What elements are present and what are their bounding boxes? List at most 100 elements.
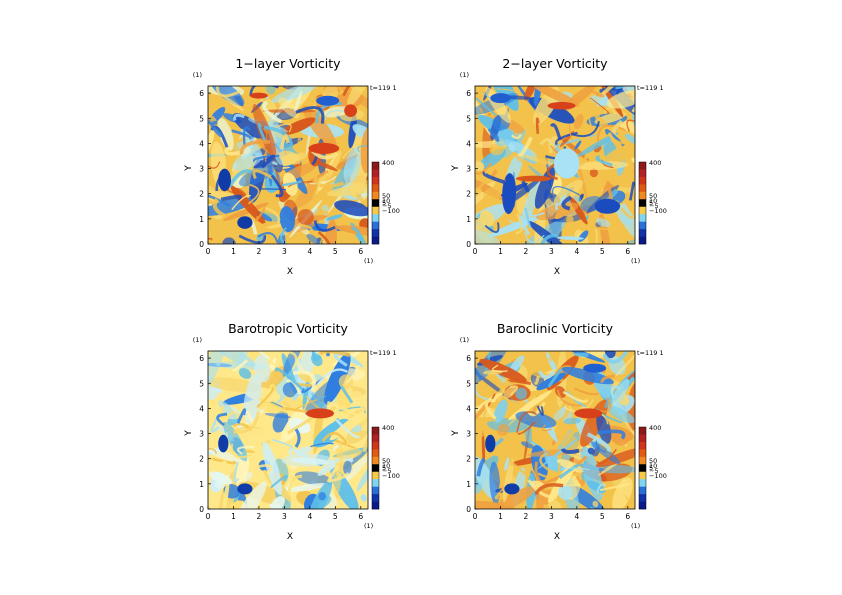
colorbar-segment (639, 169, 646, 178)
vorticity-filament (503, 385, 516, 399)
vorticity-filament (306, 234, 320, 244)
colorbar-segment (639, 221, 646, 230)
colorbar-label: 50 (649, 192, 657, 200)
vorticity-streak (239, 351, 245, 356)
vorticity-streak (247, 183, 260, 205)
colorbar-segment (639, 456, 646, 465)
colorbar-label: 400 (382, 424, 394, 432)
vorticity-streak (535, 117, 540, 134)
vorticity-filament (324, 353, 351, 405)
vorticity-filament (548, 351, 558, 362)
vorticity-streak (287, 416, 315, 435)
vorticity-streak (537, 462, 561, 479)
time-label: t=119 1 (637, 349, 664, 357)
vorticity-streak (600, 86, 615, 96)
vorticity-streak (550, 123, 562, 141)
vorticity-filament (317, 458, 341, 476)
vorticity-filament (210, 86, 245, 106)
vorticity-streak (568, 125, 572, 140)
vorticity-streak (233, 461, 240, 483)
vorticity-streak (270, 174, 284, 198)
colorbar-label: 400 (382, 159, 394, 167)
y-tick-label: 4 (199, 404, 204, 413)
vorticity-streak (590, 89, 605, 98)
colorbar-segment (639, 449, 646, 458)
vorticity-streak (539, 137, 553, 154)
vorticity-streak (479, 107, 483, 113)
vorticity-streak (586, 214, 589, 220)
vorticity-streak (604, 107, 617, 115)
vorticity-filament (592, 500, 599, 508)
vortex (554, 148, 580, 179)
vorticity-filament (624, 133, 635, 144)
vorticity-streak (524, 231, 545, 243)
vorticity-field (208, 86, 368, 244)
colorbar-segment (639, 206, 646, 215)
vorticity-filament (554, 385, 567, 399)
vorticity-field (475, 86, 635, 244)
vorticity-streak (600, 374, 616, 383)
colorbar-segment (639, 229, 646, 237)
vorticity-streak (294, 428, 301, 448)
colorbar-label: 50 (382, 457, 390, 465)
vorticity-streak (547, 368, 563, 388)
colorbar-segment (372, 427, 379, 435)
vorticity-streak (517, 421, 536, 435)
vorticity-streak (329, 472, 350, 483)
colorbar-segment (639, 162, 646, 170)
vorticity-streak (259, 397, 288, 415)
x-tick-label: 2 (524, 247, 529, 256)
vorticity-streak (250, 464, 273, 475)
vorticity-streak (561, 467, 590, 471)
vorticity-streak (362, 437, 368, 453)
vorticity-streak (270, 474, 288, 489)
colorbar-label: −5 (649, 202, 659, 210)
vorticity-streak (208, 161, 221, 169)
vorticity-streak (620, 207, 634, 219)
vorticity-streak (510, 133, 523, 140)
vorticity-streak (475, 97, 497, 116)
y-axis-label: Y (184, 430, 194, 437)
colorbar-segment (372, 191, 379, 200)
vorticity-filament (475, 425, 488, 440)
vorticity-streak (308, 175, 337, 185)
vorticity-streak (538, 370, 556, 380)
x-tick-label: 1 (231, 247, 236, 256)
vorticity-streak (210, 120, 223, 138)
vorticity-streak (281, 179, 303, 187)
x-tick-label: 1 (498, 247, 503, 256)
colorbar-segment (372, 449, 379, 458)
vorticity-filament (595, 446, 635, 468)
colorbar-segment (372, 176, 379, 185)
x-tick-label: 6 (625, 512, 630, 521)
vorticity-streak (509, 460, 530, 477)
vorticity-panel-4: Baroclinic Vorticity 0 1 2 3 4 5 6 0 1 2 3 4 5 6 X Y (1) (… (451, 321, 667, 542)
vorticity-streak (482, 170, 508, 185)
vorticity-streak (586, 432, 611, 453)
vorticity-streak (281, 406, 312, 414)
x-tick-label: 3 (549, 247, 554, 256)
colorbar-segment (372, 199, 379, 208)
vorticity-streak (524, 207, 532, 229)
vorticity-filament (335, 225, 368, 237)
colorbar-label: 5 (649, 199, 653, 207)
colorbar-frame (638, 161, 647, 245)
vorticity-streak (216, 412, 228, 427)
colorbar-segment (639, 464, 646, 473)
vorticity-filament (573, 161, 629, 171)
vorticity-streak (475, 162, 493, 175)
x-axis-label: X (554, 532, 560, 542)
vorticity-streak (212, 197, 228, 219)
vorticity-filament (360, 494, 367, 502)
vorticity-filament (271, 86, 319, 103)
colorbar-segment (372, 229, 379, 237)
vorticity-streak (335, 462, 342, 479)
vortex (583, 363, 607, 373)
x-tick-label: 2 (257, 512, 262, 521)
vorticity-streak (327, 439, 349, 451)
vorticity-streak (599, 87, 623, 94)
colorbar-segment (372, 214, 379, 222)
vorticity-filament (238, 368, 252, 379)
y-unit-label: (1) (460, 336, 469, 344)
colorbar-segment (372, 441, 379, 450)
